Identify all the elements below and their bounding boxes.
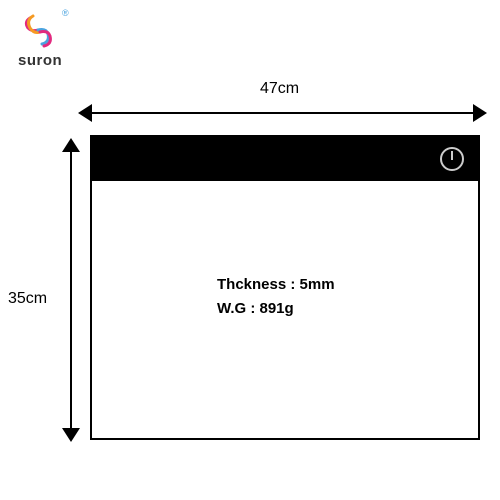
logo-mark [18, 10, 58, 50]
brand-logo: suron [18, 10, 62, 69]
height-arrow-line [70, 145, 72, 435]
width-dimension-label: 47cm [260, 80, 299, 98]
registered-mark: ® [62, 8, 69, 18]
weight-spec: W.G : 891g [217, 297, 335, 321]
height-dimension-label: 35cm [8, 290, 47, 308]
power-icon [440, 147, 464, 171]
product-topbar [92, 137, 478, 181]
product-body: Thckness : 5mm W.G : 891g [92, 181, 478, 438]
width-arrow-line [85, 112, 480, 114]
product-outline: Thckness : 5mm W.G : 891g [90, 135, 480, 440]
width-arrow-right [473, 104, 487, 122]
thickness-spec: Thckness : 5mm [217, 273, 335, 297]
brand-name: suron [18, 52, 62, 69]
height-arrow-down [62, 428, 80, 442]
spec-block: Thckness : 5mm W.G : 891g [217, 273, 335, 321]
